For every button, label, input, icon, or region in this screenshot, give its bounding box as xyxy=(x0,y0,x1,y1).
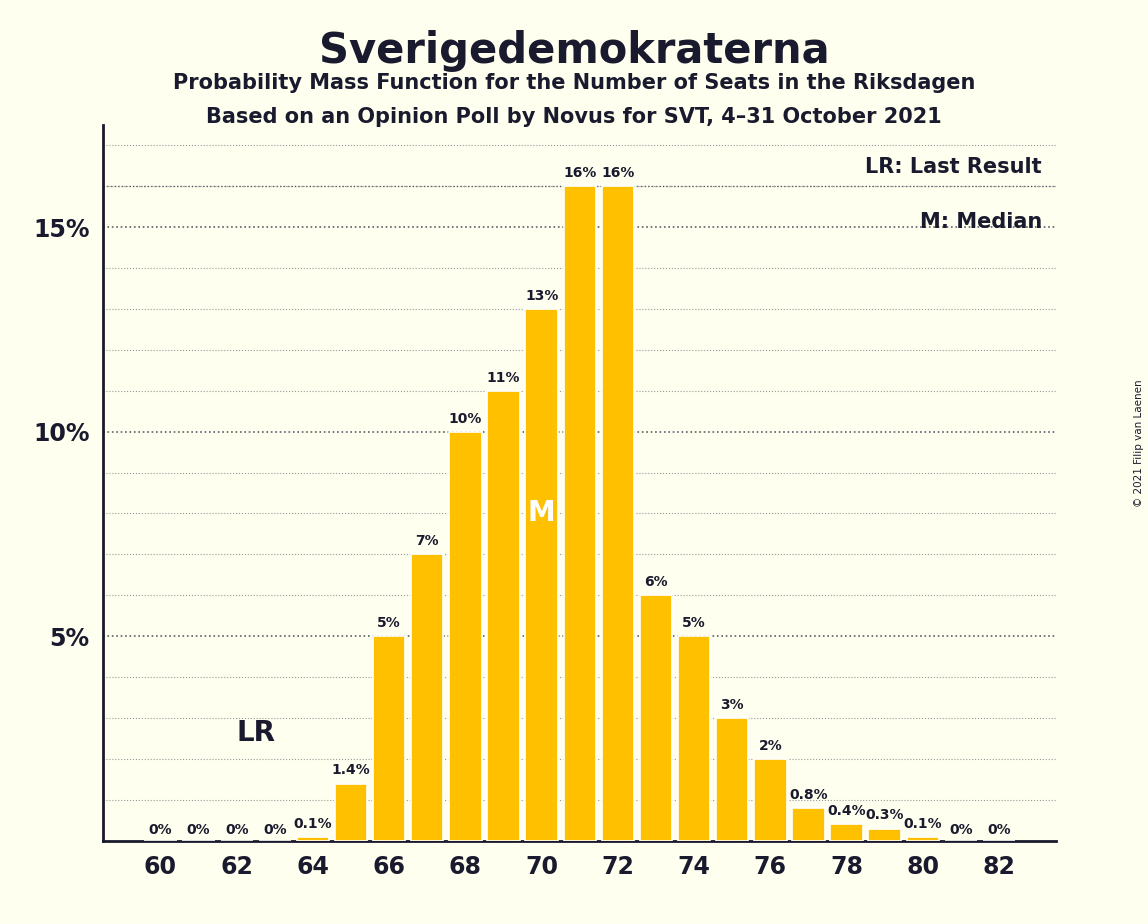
Text: LR: LR xyxy=(236,719,276,747)
Bar xyxy=(792,808,824,841)
Text: 0.8%: 0.8% xyxy=(789,788,828,802)
Text: 5%: 5% xyxy=(378,616,401,630)
Text: 0%: 0% xyxy=(987,822,1010,837)
Bar xyxy=(602,186,634,841)
Bar xyxy=(716,718,748,841)
Bar xyxy=(449,432,482,841)
Bar xyxy=(907,837,939,841)
Text: 6%: 6% xyxy=(644,575,668,590)
Text: M: Median: M: Median xyxy=(920,213,1042,232)
Text: 7%: 7% xyxy=(416,534,439,548)
Text: 0.1%: 0.1% xyxy=(903,817,943,831)
Text: 0%: 0% xyxy=(225,822,248,837)
Bar xyxy=(830,824,863,841)
Text: Sverigedemokraterna: Sverigedemokraterna xyxy=(319,30,829,71)
Bar xyxy=(754,759,786,841)
Bar xyxy=(868,829,901,841)
Bar xyxy=(526,309,558,841)
Bar xyxy=(335,784,367,841)
Text: 5%: 5% xyxy=(682,616,706,630)
Bar xyxy=(487,391,520,841)
Bar xyxy=(296,837,329,841)
Text: 16%: 16% xyxy=(602,166,635,180)
Text: 0%: 0% xyxy=(263,822,287,837)
Bar xyxy=(639,595,673,841)
Text: 0.3%: 0.3% xyxy=(866,808,903,822)
Bar xyxy=(411,554,443,841)
Bar xyxy=(373,637,405,841)
Text: 0.1%: 0.1% xyxy=(294,817,332,831)
Text: Probability Mass Function for the Number of Seats in the Riksdagen: Probability Mass Function for the Number… xyxy=(173,73,975,93)
Text: 11%: 11% xyxy=(487,371,520,384)
Text: © 2021 Filip van Laenen: © 2021 Filip van Laenen xyxy=(1134,380,1143,507)
Text: 2%: 2% xyxy=(759,739,782,753)
Text: 13%: 13% xyxy=(525,288,558,303)
Text: 0%: 0% xyxy=(149,822,172,837)
Text: 10%: 10% xyxy=(449,411,482,425)
Text: 0%: 0% xyxy=(187,822,210,837)
Text: 0.4%: 0.4% xyxy=(828,804,866,819)
Text: 1.4%: 1.4% xyxy=(332,763,371,777)
Text: M: M xyxy=(528,500,556,528)
Bar xyxy=(677,637,711,841)
Text: 3%: 3% xyxy=(721,698,744,712)
Text: 16%: 16% xyxy=(563,166,597,180)
Text: Based on an Opinion Poll by Novus for SVT, 4–31 October 2021: Based on an Opinion Poll by Novus for SV… xyxy=(207,107,941,128)
Text: 0%: 0% xyxy=(949,822,972,837)
Text: LR: Last Result: LR: Last Result xyxy=(866,157,1042,177)
Bar xyxy=(564,186,596,841)
